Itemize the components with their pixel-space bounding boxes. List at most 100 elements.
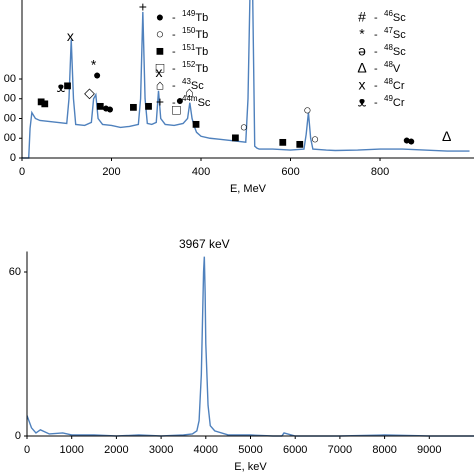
legend-mass: 43	[182, 77, 191, 86]
legend-mass: 152	[182, 60, 196, 69]
peak-marker: Δ	[442, 128, 451, 144]
peak-marker: □	[172, 102, 181, 118]
x-tick-label: 8000	[372, 444, 396, 456]
legend-label: 149Tb	[182, 9, 208, 24]
legend-mass: 48	[384, 77, 393, 86]
peak-marker: x	[67, 28, 74, 44]
peak-marker: x	[155, 64, 162, 80]
legend-element: Cr	[393, 80, 405, 92]
peak-marker: ◇	[84, 85, 95, 101]
x-tick-label: 7000	[328, 444, 352, 456]
peak-marker: ■	[41, 95, 49, 111]
x-tick-label: 5000	[238, 444, 262, 456]
y-tick-label: 00	[4, 112, 16, 124]
peak-marker: ■	[231, 129, 239, 145]
x-tick-label: 0	[24, 444, 30, 456]
peak-marker: ■	[37, 93, 45, 109]
legend-dash: -	[172, 29, 176, 41]
legend-label: 150Tb	[182, 26, 208, 41]
spectrum-line	[27, 256, 474, 437]
legend-mass: 49	[384, 94, 393, 103]
legend-dash: -	[374, 80, 378, 92]
legend-element: Sc	[198, 97, 211, 109]
legend-dash: -	[172, 46, 176, 58]
peak-marker: ■	[129, 99, 137, 115]
x-tick-label: 2000	[104, 444, 128, 456]
peak-marker: ⌂	[185, 84, 193, 100]
legend-dash: -	[374, 29, 378, 41]
legend-dash: -	[172, 80, 176, 92]
legend-element: Sc	[393, 12, 406, 24]
legend-element: Cr	[393, 97, 405, 109]
y-tick-label: 00	[4, 73, 16, 85]
x-tick-label: 600	[281, 166, 299, 178]
peak-marker: ○	[311, 131, 319, 147]
peak-marker: ■	[296, 136, 304, 152]
legend-mass: 47	[384, 26, 393, 35]
peak-marker: +	[139, 0, 147, 15]
x-axis-label: E, keV	[234, 461, 267, 473]
legend-symbol: ᴥ	[358, 94, 367, 110]
y-tick-label: 00	[4, 132, 16, 144]
peak-marker: ●	[102, 100, 110, 116]
legend-dash: -	[172, 12, 176, 24]
legend-label: 48Cr	[384, 77, 405, 92]
spectrum-line	[22, 0, 470, 159]
legend-label: 48Sc	[384, 43, 406, 58]
legend-symbol: +	[156, 94, 164, 110]
y-tick-label: 0	[10, 152, 16, 164]
y-tick-label: 0	[15, 430, 21, 442]
legend-dash: -	[172, 63, 176, 75]
legend-dash: -	[374, 63, 378, 75]
legend-element: Tb	[195, 63, 208, 75]
peak-marker: ○	[303, 102, 311, 118]
legend-element: Tb	[195, 46, 208, 58]
y-tick-label: 00	[4, 93, 16, 105]
legend-symbol: ●	[156, 9, 164, 25]
legend-mass: 150	[182, 26, 196, 35]
legend-mass: 48	[384, 43, 393, 52]
legend-mass: 149	[182, 9, 196, 18]
peak-marker: ○	[240, 119, 248, 135]
legend-label: 46Sc	[384, 9, 406, 24]
legend-symbol: ○	[156, 26, 164, 42]
legend-element: Sc	[393, 46, 406, 58]
legend-dash: -	[374, 12, 378, 24]
peak-marker: ■	[96, 98, 104, 114]
x-tick-label: 800	[371, 166, 389, 178]
legend-dash: -	[374, 46, 378, 58]
x-tick-label: 6000	[283, 444, 307, 456]
x-axis-label: E, MeV	[230, 183, 267, 195]
peak-marker: *	[91, 57, 97, 73]
peak-marker: ●	[93, 67, 101, 83]
legend-label: 43Sc	[182, 77, 204, 92]
legend-symbol: *	[359, 26, 365, 42]
legend-symbol: ⌂	[156, 77, 164, 93]
legend-label: 152Tb	[182, 60, 208, 75]
legend-symbol: □	[156, 60, 165, 76]
peak-marker: ●	[407, 133, 415, 149]
y-tick-label: 60	[9, 266, 21, 278]
legend-label: 47Sc	[384, 26, 406, 41]
legend-symbol: #	[358, 9, 366, 25]
legend-label: 49Cr	[384, 94, 405, 109]
legend-label: 48V	[384, 60, 401, 75]
legend-mass: 151	[182, 43, 196, 52]
peak-marker: ■	[279, 134, 287, 150]
legend-label: 151Tb	[182, 43, 208, 58]
peak-marker: ●	[403, 132, 411, 148]
x-tick-label: 400	[192, 166, 210, 178]
peak-marker: ᴥ	[57, 79, 66, 95]
legend-element: Tb	[195, 12, 208, 24]
legend-dash: -	[374, 97, 378, 109]
x-tick-label: 0	[19, 166, 25, 178]
legend-label: 44mSc	[182, 94, 211, 109]
legend-dash: -	[172, 97, 176, 109]
legend-element: Sc	[191, 80, 204, 92]
legend-symbol: x	[359, 77, 366, 93]
x-tick-label: 9000	[417, 444, 441, 456]
x-tick-label: 1000	[59, 444, 83, 456]
legend-mass: 48	[384, 60, 393, 69]
legend-element: V	[393, 63, 401, 75]
